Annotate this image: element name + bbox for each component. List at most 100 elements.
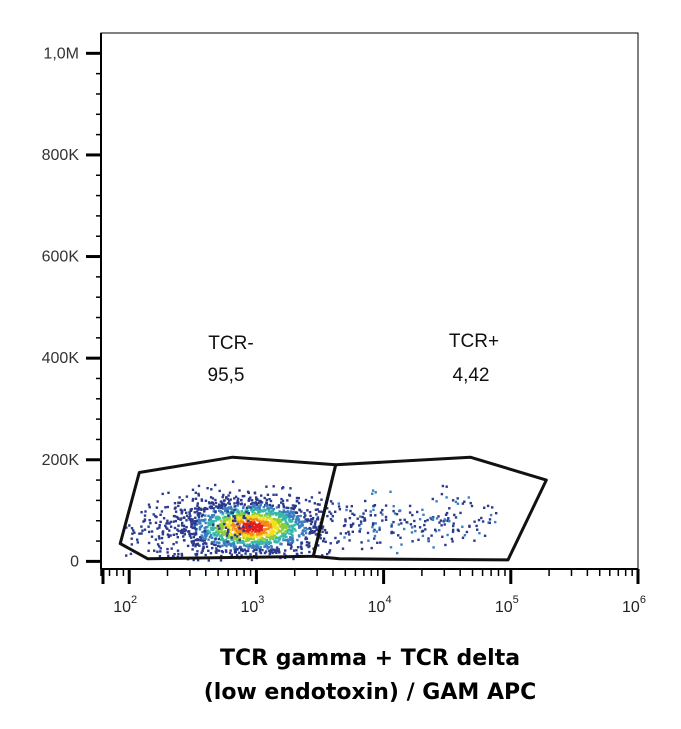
event-dot	[411, 540, 414, 543]
event-dot	[267, 534, 270, 537]
event-dot	[392, 520, 395, 524]
event-dot	[187, 516, 190, 519]
event-dot	[250, 499, 254, 502]
event-dot	[252, 526, 255, 530]
event-dot	[290, 524, 293, 527]
event-dot	[328, 549, 332, 552]
event-dot	[160, 510, 164, 513]
event-dot	[180, 509, 183, 512]
event-dot	[259, 499, 262, 503]
event-dot	[202, 542, 205, 546]
event-dot	[192, 558, 195, 562]
event-dot	[244, 536, 247, 539]
event-dot	[198, 544, 201, 547]
event-dot	[250, 558, 254, 562]
event-dot	[247, 519, 250, 523]
event-dot	[248, 529, 252, 532]
event-dot	[257, 505, 260, 508]
event-dot	[252, 508, 256, 511]
event-dot	[183, 527, 186, 530]
event-dot	[254, 530, 257, 533]
event-dot	[321, 554, 324, 557]
event-dot	[273, 548, 276, 551]
event-dot	[246, 526, 249, 529]
event-dot	[268, 537, 272, 541]
event-dot	[263, 551, 267, 555]
event-dot	[309, 514, 312, 518]
event-dot	[477, 518, 481, 522]
event-dot	[242, 536, 246, 540]
event-dot	[273, 534, 277, 538]
event-dot	[408, 511, 412, 514]
event-dot	[231, 528, 234, 531]
event-dot	[212, 503, 215, 506]
event-dot	[440, 492, 444, 496]
event-dot	[225, 524, 228, 528]
event-dot	[211, 497, 215, 500]
event-dot	[223, 522, 226, 526]
event-dot	[285, 515, 288, 518]
event-dot	[242, 514, 246, 518]
event-dot	[252, 544, 255, 547]
event-dot	[367, 539, 370, 542]
event-dot	[356, 517, 359, 520]
event-dot	[245, 549, 248, 553]
event-dot	[373, 528, 376, 532]
event-dot	[192, 532, 196, 535]
event-dot	[337, 502, 340, 505]
event-dot	[230, 553, 233, 556]
event-dot	[291, 511, 295, 514]
event-dot	[258, 526, 261, 530]
event-dot	[247, 527, 251, 531]
event-dot	[128, 524, 131, 527]
event-dot	[190, 532, 194, 536]
event-dot	[469, 501, 472, 505]
event-dot	[215, 541, 219, 544]
event-dot	[220, 537, 224, 540]
event-dot	[210, 528, 213, 531]
event-dot	[364, 509, 367, 512]
event-dot	[192, 539, 195, 543]
event-dot	[205, 534, 208, 537]
event-dot	[130, 527, 134, 530]
event-dot	[221, 531, 224, 534]
event-dot	[228, 491, 232, 494]
event-dot	[276, 529, 279, 532]
event-dot	[207, 514, 210, 518]
event-dot	[263, 538, 266, 541]
event-dot	[241, 539, 244, 543]
event-dot	[194, 527, 197, 531]
event-dot	[287, 543, 290, 546]
event-dot	[173, 502, 177, 505]
event-dot	[390, 531, 393, 535]
event-dot	[147, 549, 150, 552]
event-dot	[169, 534, 172, 537]
event-dot	[271, 548, 275, 551]
event-dot	[483, 534, 487, 537]
event-dot	[180, 524, 184, 527]
event-dot	[233, 515, 236, 518]
event-dot	[323, 528, 327, 532]
event-dot	[191, 526, 194, 530]
event-dot	[190, 524, 193, 528]
event-dot	[384, 518, 388, 521]
event-dot	[221, 502, 224, 506]
event-dot	[231, 480, 235, 483]
event-dot	[265, 541, 268, 544]
event-dot	[232, 544, 236, 547]
event-dot	[351, 530, 354, 533]
event-dot	[292, 515, 295, 518]
event-dot	[202, 545, 205, 548]
event-dot	[325, 531, 329, 534]
event-dot	[288, 543, 292, 546]
event-dot	[293, 523, 296, 527]
event-dot	[334, 510, 337, 513]
event-dot	[290, 534, 294, 537]
event-dot	[268, 526, 271, 530]
event-dot	[247, 499, 250, 502]
event-dot	[320, 498, 323, 501]
event-dot	[304, 531, 308, 535]
event-dot	[274, 522, 277, 526]
event-dot	[148, 530, 151, 534]
